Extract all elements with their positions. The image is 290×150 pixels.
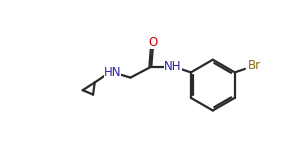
Text: O: O: [148, 36, 157, 49]
Text: HN: HN: [104, 66, 121, 79]
Text: Br: Br: [248, 59, 261, 72]
Text: NH: NH: [164, 60, 182, 73]
